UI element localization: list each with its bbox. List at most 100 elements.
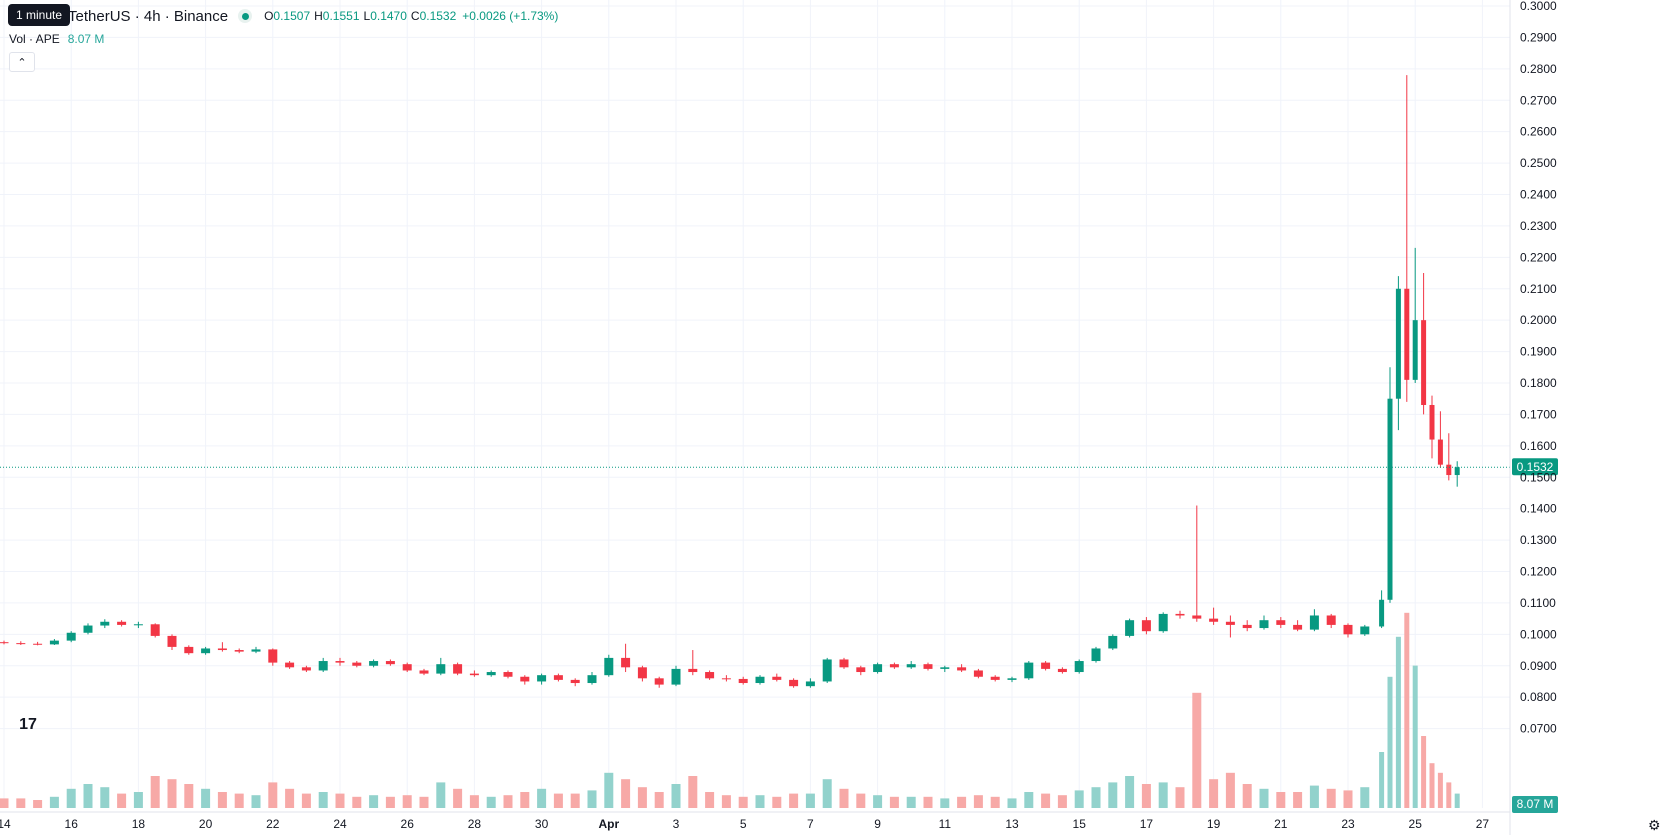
date-tick-label: 13 <box>1005 817 1019 831</box>
candle-body <box>1326 615 1336 625</box>
volume-bar <box>1379 752 1385 808</box>
candle-body <box>1158 613 1168 632</box>
candle-body <box>301 667 311 671</box>
candle-body <box>1192 615 1202 619</box>
candle-body <box>251 649 261 652</box>
volume-bar <box>1209 779 1219 808</box>
volume-bar <box>923 796 933 808</box>
volume-bar <box>1141 784 1151 808</box>
volume-bar <box>856 793 866 808</box>
date-tick-label: 11 <box>939 817 952 831</box>
volume-bar <box>537 788 547 808</box>
candle-body <box>553 675 563 680</box>
volume-bar <box>772 796 782 808</box>
price-tick-label: 0.2600 <box>1520 125 1557 139</box>
price-tick-label: 0.1200 <box>1520 565 1557 579</box>
candle-body <box>503 672 513 677</box>
date-tick-label: 15 <box>1073 817 1087 831</box>
high-value: 0.1551 <box>322 9 360 23</box>
price-tick-label: 0.1000 <box>1520 627 1557 641</box>
volume-bar <box>83 784 93 808</box>
volume-label[interactable]: Vol · APE <box>9 32 60 46</box>
date-tick-label: 7 <box>807 817 814 831</box>
candle-body <box>33 643 43 645</box>
candle-body <box>117 621 127 625</box>
high-label: H <box>314 9 323 23</box>
candle-body <box>1429 404 1435 440</box>
volume-bar <box>1108 782 1118 808</box>
volume-bar <box>1454 793 1460 808</box>
candle-body <box>1387 398 1393 600</box>
last-price-badge <box>1512 458 1558 476</box>
candle-body <box>1091 648 1101 662</box>
price-tick-label: 0.2500 <box>1520 156 1557 170</box>
candle-body <box>940 667 950 669</box>
date-tick-label: 19 <box>1207 817 1221 831</box>
ohlc-legend: TetherUS · 4h · Binance O 0.1507 H 0.1551 … <box>8 6 558 26</box>
candle-body <box>1041 662 1051 669</box>
volume-bar <box>839 788 849 808</box>
volume-bar <box>520 792 530 808</box>
volume-bar <box>604 772 614 808</box>
price-tick-label: 0.1600 <box>1520 439 1557 453</box>
candle-body <box>1404 288 1410 380</box>
candle-body <box>587 675 597 684</box>
candle-body <box>973 670 983 677</box>
market-status-icon[interactable] <box>238 9 253 23</box>
interval-tooltip: 1 minute <box>8 4 71 26</box>
collapse-legend-button[interactable]: ⌃ <box>9 52 35 72</box>
volume-bar <box>1276 792 1286 808</box>
volume-bar <box>1125 776 1135 808</box>
candle-body <box>100 621 110 626</box>
candle-body <box>1074 661 1084 673</box>
volume-bar <box>184 784 194 808</box>
price-tick-label: 0.2800 <box>1520 62 1557 76</box>
gear-icon[interactable]: ⚙ <box>1648 817 1661 833</box>
volume-bar <box>1158 782 1168 808</box>
volume-bar <box>385 796 395 808</box>
candle-body <box>1379 599 1385 627</box>
volume-bar <box>133 792 143 808</box>
candle-body <box>789 679 799 687</box>
candle-body <box>1259 620 1269 629</box>
symbol-label[interactable]: TetherUS · 4h · Binance <box>68 7 229 25</box>
volume-bar <box>453 788 463 808</box>
candle-body <box>1175 613 1185 616</box>
candle-body <box>0 642 9 644</box>
candle-body <box>1412 320 1418 380</box>
candle-body <box>436 664 446 674</box>
volume-bar <box>873 795 883 808</box>
volume-bar <box>957 796 967 808</box>
date-tick-label: 24 <box>333 817 347 831</box>
date-tick-label: 20 <box>199 817 213 831</box>
price-tick-label: 0.2100 <box>1520 282 1557 296</box>
date-tick-label: 14 <box>0 817 11 831</box>
price-tick-label: 0.2700 <box>1520 93 1557 107</box>
candle-body <box>16 643 26 645</box>
volume-bar <box>940 798 950 808</box>
low-value: 0.1470 <box>370 9 407 23</box>
date-tick-label: 23 <box>1341 817 1355 831</box>
volume-bar <box>621 779 631 808</box>
volume-bar <box>1387 676 1393 808</box>
candle-body <box>570 679 580 684</box>
volume-bar <box>1242 784 1252 808</box>
volume-bar <box>1007 798 1017 808</box>
candle-body <box>402 664 412 671</box>
volume-bar <box>1412 665 1418 808</box>
candle-body <box>1209 618 1219 622</box>
candle-body <box>369 661 379 666</box>
volume-bar <box>705 792 715 808</box>
volume-bar <box>1309 785 1319 808</box>
volume-bar <box>1429 763 1435 808</box>
candle-body <box>1360 626 1370 635</box>
price-tick-label: 0.2400 <box>1520 188 1557 202</box>
candle-body <box>1343 624 1353 635</box>
volume-bar <box>805 793 815 808</box>
tradingview-logo[interactable]: 17 <box>19 716 37 733</box>
candle-body <box>957 667 967 671</box>
volume-bar <box>822 779 832 808</box>
candle-body <box>83 625 93 633</box>
